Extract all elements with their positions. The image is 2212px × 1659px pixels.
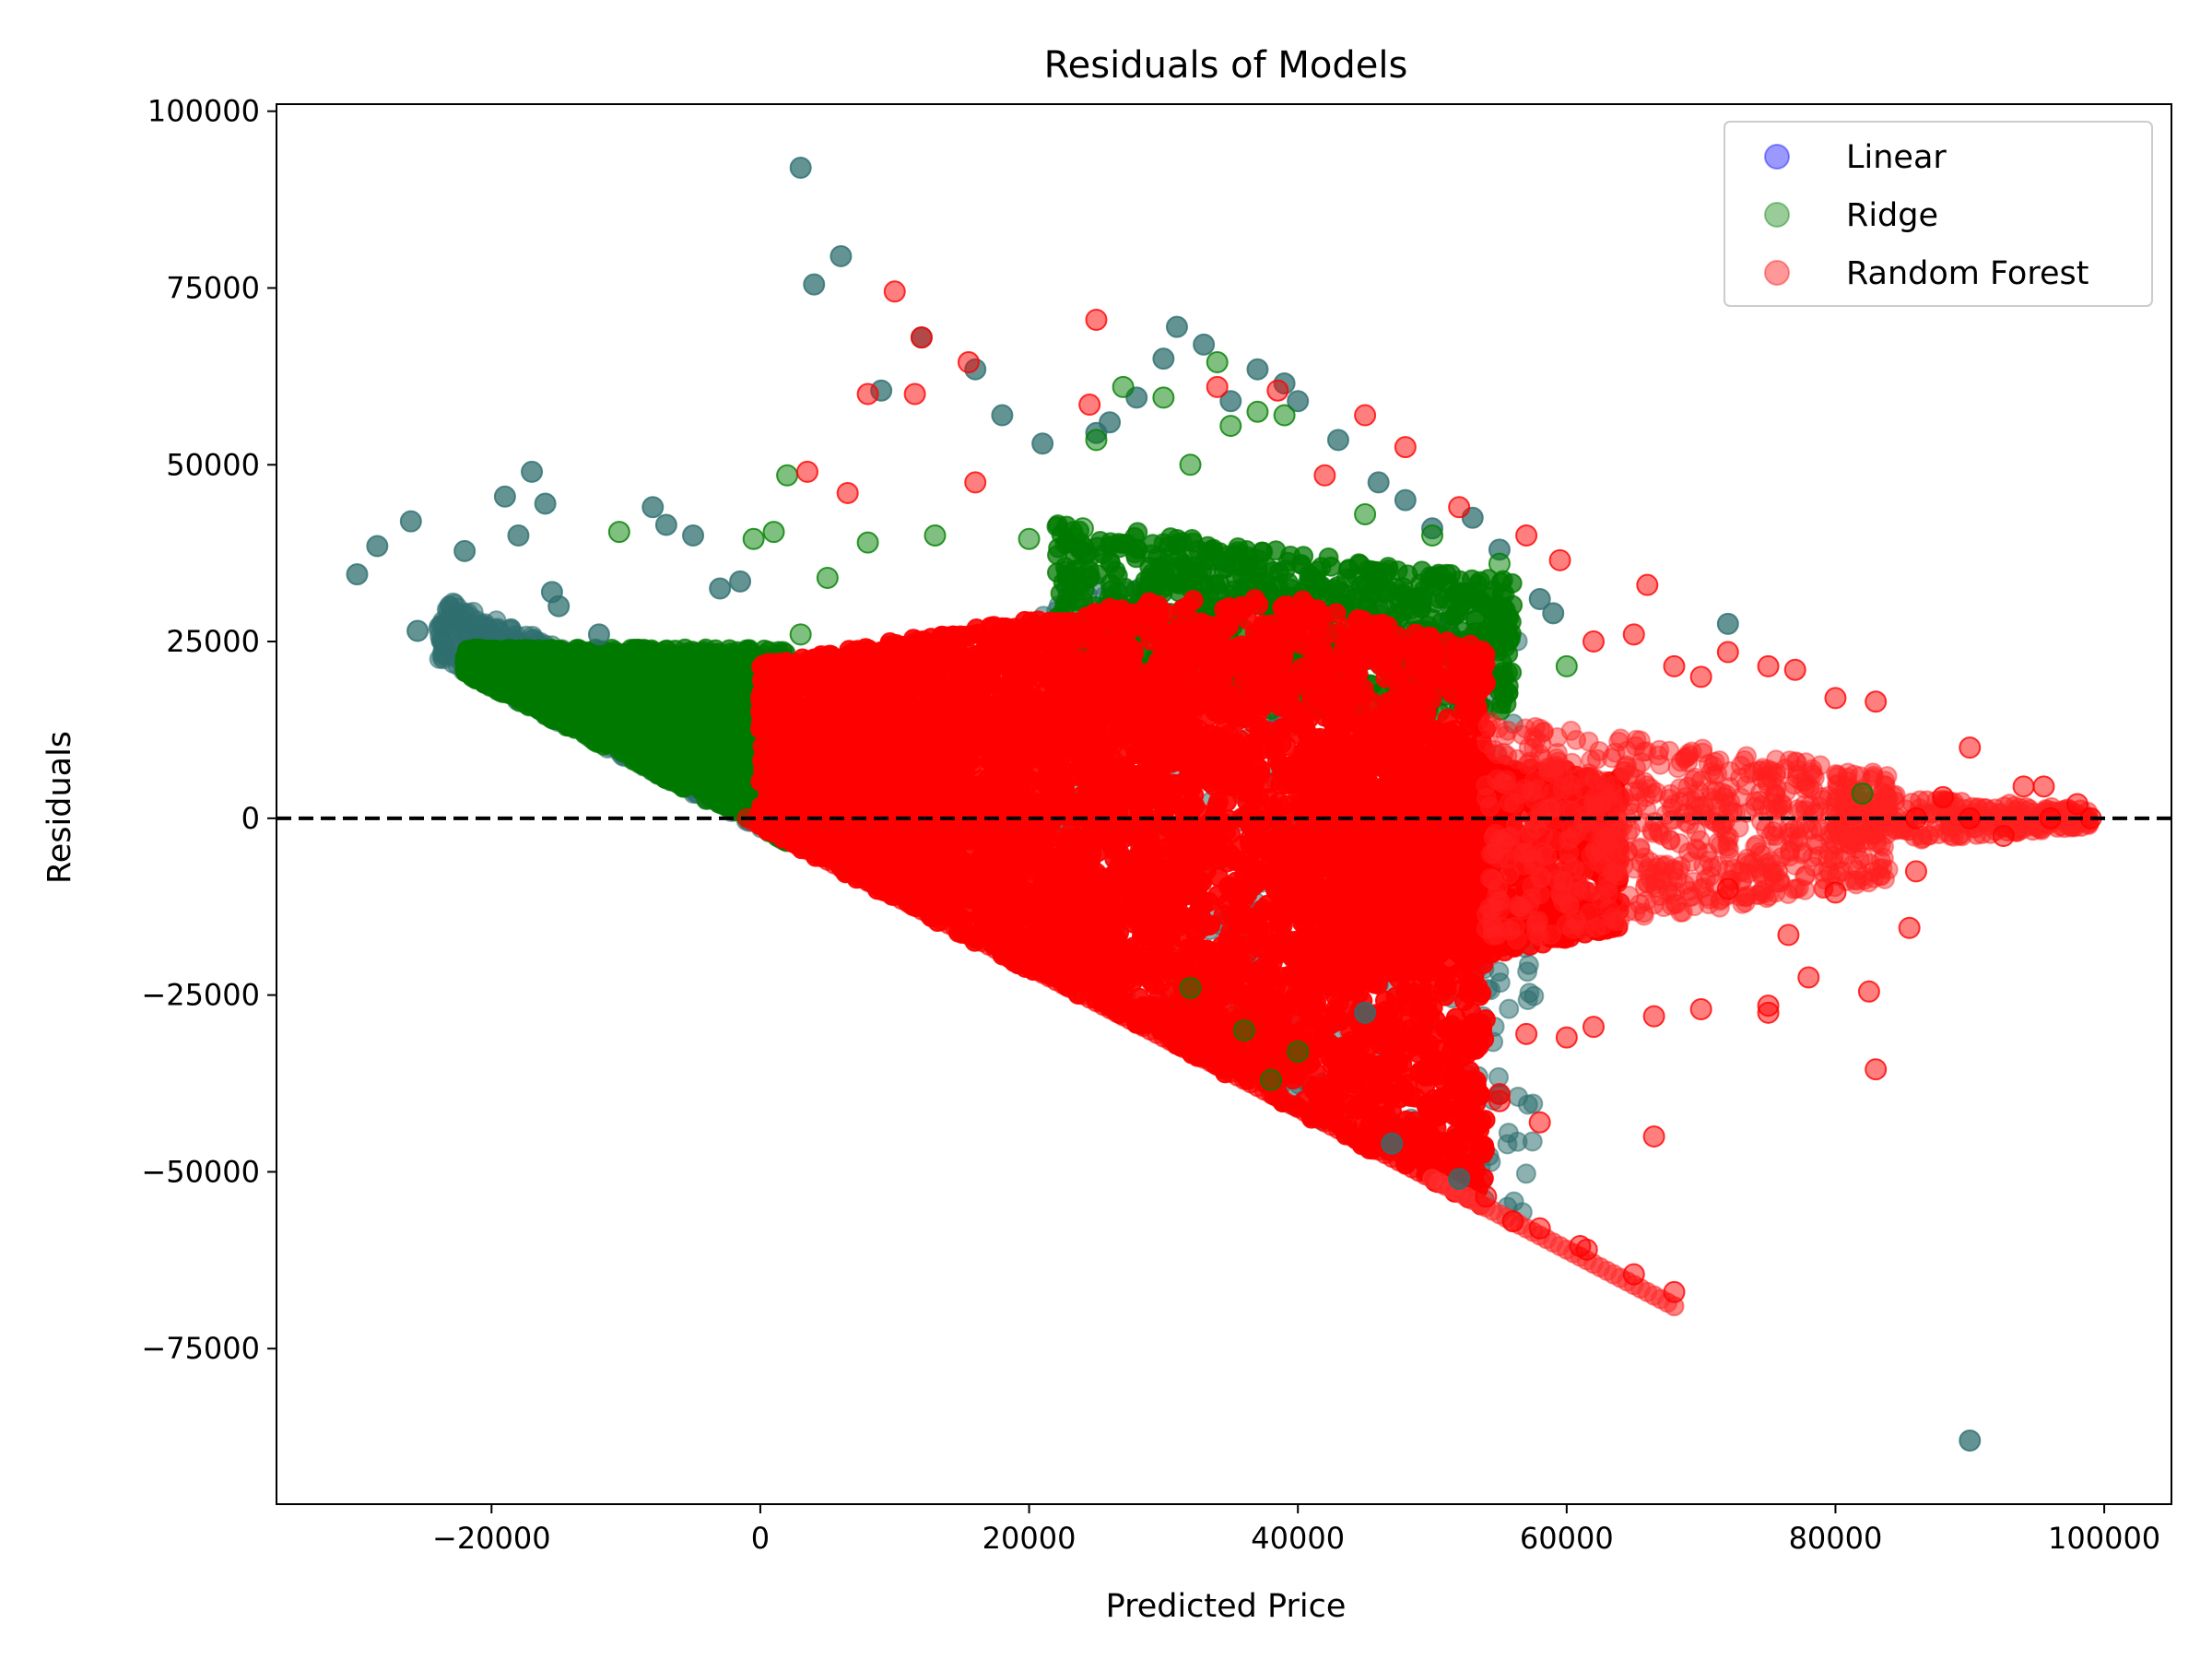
cloud-point bbox=[585, 688, 606, 709]
cloud-point bbox=[1378, 557, 1399, 578]
cloud-point bbox=[1403, 606, 1424, 627]
cloud-point bbox=[493, 642, 514, 664]
cloud-point bbox=[677, 771, 698, 793]
cloud-point bbox=[722, 665, 743, 687]
cloud-point bbox=[733, 702, 754, 724]
cloud-point bbox=[712, 794, 733, 815]
cloud-point bbox=[712, 688, 733, 709]
cloud-point bbox=[474, 614, 495, 635]
cloud-point bbox=[1141, 563, 1162, 584]
cloud-point bbox=[1100, 573, 1121, 594]
cloud-point bbox=[558, 713, 579, 735]
cloud-point bbox=[535, 700, 557, 722]
cloud-point bbox=[535, 660, 556, 681]
cloud-point bbox=[1411, 560, 1432, 582]
cloud-point bbox=[1497, 1134, 1518, 1155]
cloud-point bbox=[643, 724, 665, 745]
cloud-point bbox=[635, 645, 656, 666]
cloud-point bbox=[699, 770, 720, 791]
cloud-point bbox=[1074, 580, 1095, 601]
cloud-point bbox=[444, 593, 465, 614]
cloud-point bbox=[619, 665, 641, 686]
cloud-point bbox=[651, 707, 672, 728]
cloud-point bbox=[669, 685, 690, 706]
cloud-point bbox=[1391, 589, 1412, 610]
cloud-point bbox=[694, 646, 715, 667]
cloud-point bbox=[1524, 985, 1545, 1006]
cloud-point bbox=[590, 665, 611, 687]
cloud-point bbox=[1522, 1131, 1543, 1152]
cloud-point bbox=[1224, 544, 1245, 565]
cloud-point bbox=[542, 639, 563, 660]
cloud-point bbox=[618, 684, 639, 705]
cloud-point bbox=[690, 708, 712, 729]
cloud-point bbox=[690, 665, 712, 686]
cloud-point bbox=[588, 722, 609, 743]
cloud-point bbox=[1517, 1094, 1538, 1115]
cloud-point bbox=[661, 749, 682, 771]
cloud-point bbox=[1501, 662, 1523, 683]
cloud-point bbox=[1358, 559, 1379, 581]
cloud-point bbox=[732, 725, 753, 747]
cloud-point bbox=[1517, 961, 1538, 982]
cloud-point bbox=[434, 633, 455, 654]
cloud-point bbox=[1265, 540, 1287, 561]
cloud-point bbox=[690, 728, 712, 749]
cloud-point bbox=[1363, 582, 1384, 603]
cloud-point bbox=[570, 640, 591, 661]
cloud-layer bbox=[428, 514, 2100, 1317]
cloud-point bbox=[1196, 559, 1218, 580]
cloud-point bbox=[431, 613, 453, 634]
cloud-point bbox=[1054, 534, 1076, 555]
cloud-point bbox=[1291, 554, 1312, 575]
cloud-point bbox=[1047, 514, 1068, 535]
cloud-point bbox=[555, 696, 576, 717]
cloud-point bbox=[1484, 580, 1505, 601]
cloud-point bbox=[736, 639, 758, 660]
cloud-point bbox=[459, 662, 480, 683]
cloud-point bbox=[1445, 604, 1466, 625]
cloud-point bbox=[1306, 569, 1327, 590]
cloud-point bbox=[1175, 556, 1196, 577]
cloud-point bbox=[1321, 556, 1342, 577]
cloud-point bbox=[1499, 998, 1520, 1019]
cloud-point bbox=[1488, 598, 1509, 619]
cloud-point bbox=[1112, 533, 1133, 554]
cloud-point bbox=[502, 685, 524, 706]
cloud-point bbox=[707, 752, 728, 773]
cloud-point bbox=[1053, 571, 1074, 593]
cloud-point bbox=[496, 664, 517, 685]
cloud-point bbox=[1463, 582, 1484, 603]
cloud-point bbox=[1515, 1163, 1536, 1184]
cloud-point bbox=[1425, 575, 1446, 596]
cloud-point bbox=[464, 639, 485, 660]
cloud-point bbox=[1167, 535, 1188, 556]
cloud-point bbox=[1125, 547, 1147, 569]
cloud-point bbox=[1497, 618, 1518, 639]
